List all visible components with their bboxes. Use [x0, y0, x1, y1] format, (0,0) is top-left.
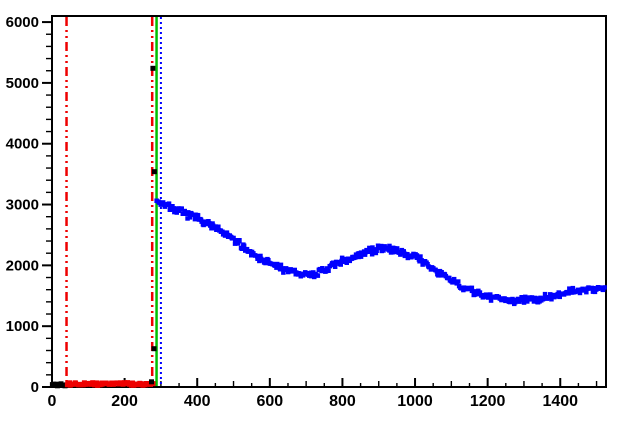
- tick-label: 3000: [6, 197, 39, 214]
- black-step-points: [149, 65, 157, 385]
- tick-label: 1200: [470, 393, 506, 410]
- plot-frame: [51, 15, 607, 388]
- blue-signal: [154, 198, 607, 307]
- tick-label: 2000: [6, 257, 39, 274]
- tick-label: 1000: [397, 393, 433, 410]
- tick-label: 400: [184, 393, 211, 410]
- red-fit-band: [64, 380, 156, 388]
- tick-label: 800: [329, 393, 356, 410]
- tick-label: 0: [48, 393, 57, 410]
- tick-label: 1400: [542, 393, 578, 410]
- tick-label: 4000: [6, 136, 39, 153]
- tick-label: 0: [31, 379, 39, 396]
- tick-label: 600: [256, 393, 283, 410]
- tick-label: 200: [111, 393, 138, 410]
- tick-label: 5000: [6, 75, 39, 92]
- tick-label: 1000: [6, 318, 39, 335]
- tick-label: 6000: [6, 14, 39, 31]
- x-axis: 0 200 400 600 800 1000 1200 1400: [48, 378, 598, 410]
- y-axis: 0 1000 2000 3000 4000 5000 6000: [6, 14, 52, 396]
